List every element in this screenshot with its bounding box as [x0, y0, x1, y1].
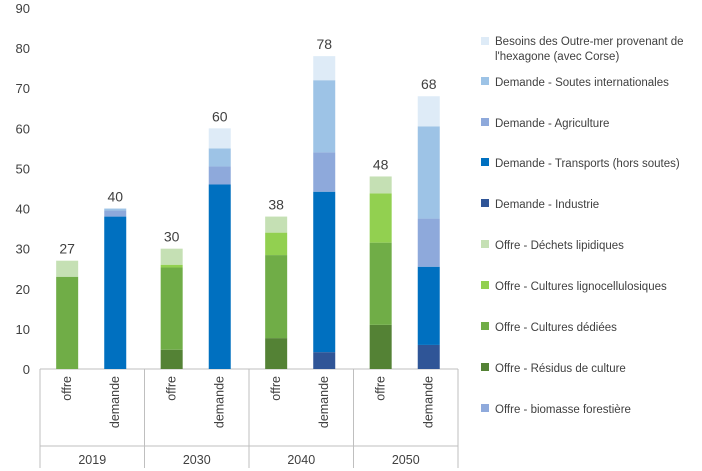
bar-segment: [417, 344, 440, 369]
bar-segment: [417, 96, 440, 127]
legend-swatch: [481, 240, 489, 248]
y-tick-label: 20: [16, 282, 30, 297]
y-tick-label: 30: [16, 242, 30, 257]
bar-segment: [160, 267, 183, 350]
x-category-label: offre: [374, 376, 388, 401]
bar-segment: [313, 56, 336, 81]
bar-segment: [208, 148, 231, 167]
bar-segment: [369, 242, 392, 325]
bar-segment: [313, 352, 336, 369]
legend-swatch: [481, 404, 489, 412]
legend-label: Demande - Industrie: [495, 199, 599, 211]
bar-segment: [369, 193, 392, 243]
bar-total-label: 27: [59, 241, 75, 257]
legend-label: Offre - Résidus de culture: [495, 363, 626, 375]
bar-segment: [160, 248, 183, 265]
x-group-label: 2030: [183, 453, 211, 467]
legend-swatch: [481, 199, 489, 207]
x-group-label: 2019: [78, 453, 106, 467]
legend-label: Demande - Transports (hors soutes): [495, 158, 680, 170]
bar-total-label: 48: [373, 156, 389, 172]
bar-segment: [313, 152, 336, 192]
bar-total-label: 30: [164, 229, 180, 245]
bar-segment: [313, 191, 336, 353]
legend-swatch: [481, 281, 489, 289]
y-tick-label: 50: [16, 161, 30, 176]
x-category-label: demande: [108, 376, 122, 428]
legend-swatch: [481, 118, 489, 126]
bar-segment: [265, 338, 288, 369]
bar-segment: [417, 266, 440, 345]
bar-segment: [313, 80, 336, 153]
x-category-label: demande: [213, 376, 227, 428]
bar-segment: [104, 210, 127, 217]
bar-total-label: 40: [107, 189, 123, 205]
bar-segment: [369, 176, 392, 194]
bar-segment: [265, 216, 288, 233]
legend-label: Besoins des Outre-mer provenant de l'hexa…: [495, 36, 684, 63]
bar-total-label: 60: [212, 108, 228, 124]
bar-segment: [160, 349, 183, 369]
y-tick-label: 0: [23, 362, 30, 377]
bar-total-label: 38: [268, 197, 284, 213]
legend-label: Demande - Agriculture: [495, 118, 609, 130]
x-category-label: demande: [422, 376, 436, 428]
x-group-label: 2050: [392, 453, 420, 467]
x-group-label: 2040: [287, 453, 315, 467]
y-tick-label: 60: [16, 121, 30, 136]
bar-segment: [208, 128, 231, 149]
x-category-label: offre: [269, 376, 283, 401]
y-tick-label: 40: [16, 202, 30, 217]
legend-swatch: [481, 158, 489, 166]
bar-segment: [208, 184, 231, 369]
legend-label: Demande - Soutes internationales: [495, 77, 669, 89]
bar-segment: [265, 255, 288, 339]
y-tick-label: 70: [16, 81, 30, 96]
bar-total-label: 68: [421, 76, 437, 92]
bar-segment: [104, 216, 127, 369]
x-category-label: offre: [60, 376, 74, 401]
x-category-label: offre: [165, 376, 179, 401]
legend-swatch: [481, 363, 489, 371]
legend-label: Offre - Cultures dédiées: [495, 322, 617, 334]
y-tick-label: 10: [16, 322, 30, 337]
legend-swatch: [481, 37, 489, 45]
legend-label: Offre - Cultures lignocellulosiques: [495, 281, 667, 293]
legend-label: Offre - Déchets lipidiques: [495, 240, 624, 252]
bar-segment: [417, 218, 440, 267]
bar-segment: [104, 208, 127, 211]
bar-total-label: 78: [316, 36, 332, 52]
legend-swatch: [481, 77, 489, 85]
x-category-label: demande: [317, 376, 331, 428]
bar-segment: [56, 276, 79, 369]
bar-segment: [369, 324, 392, 369]
legend-label: Offre - biomasse forestière: [495, 404, 631, 416]
y-tick-label: 80: [16, 41, 30, 56]
bar-segment: [417, 126, 440, 219]
bar-segment: [56, 260, 79, 277]
bar-segment: [160, 264, 183, 268]
legend-swatch: [481, 322, 489, 330]
bar-segment: [208, 166, 231, 185]
y-tick-label: 90: [16, 1, 30, 16]
bar-segment: [265, 232, 288, 256]
